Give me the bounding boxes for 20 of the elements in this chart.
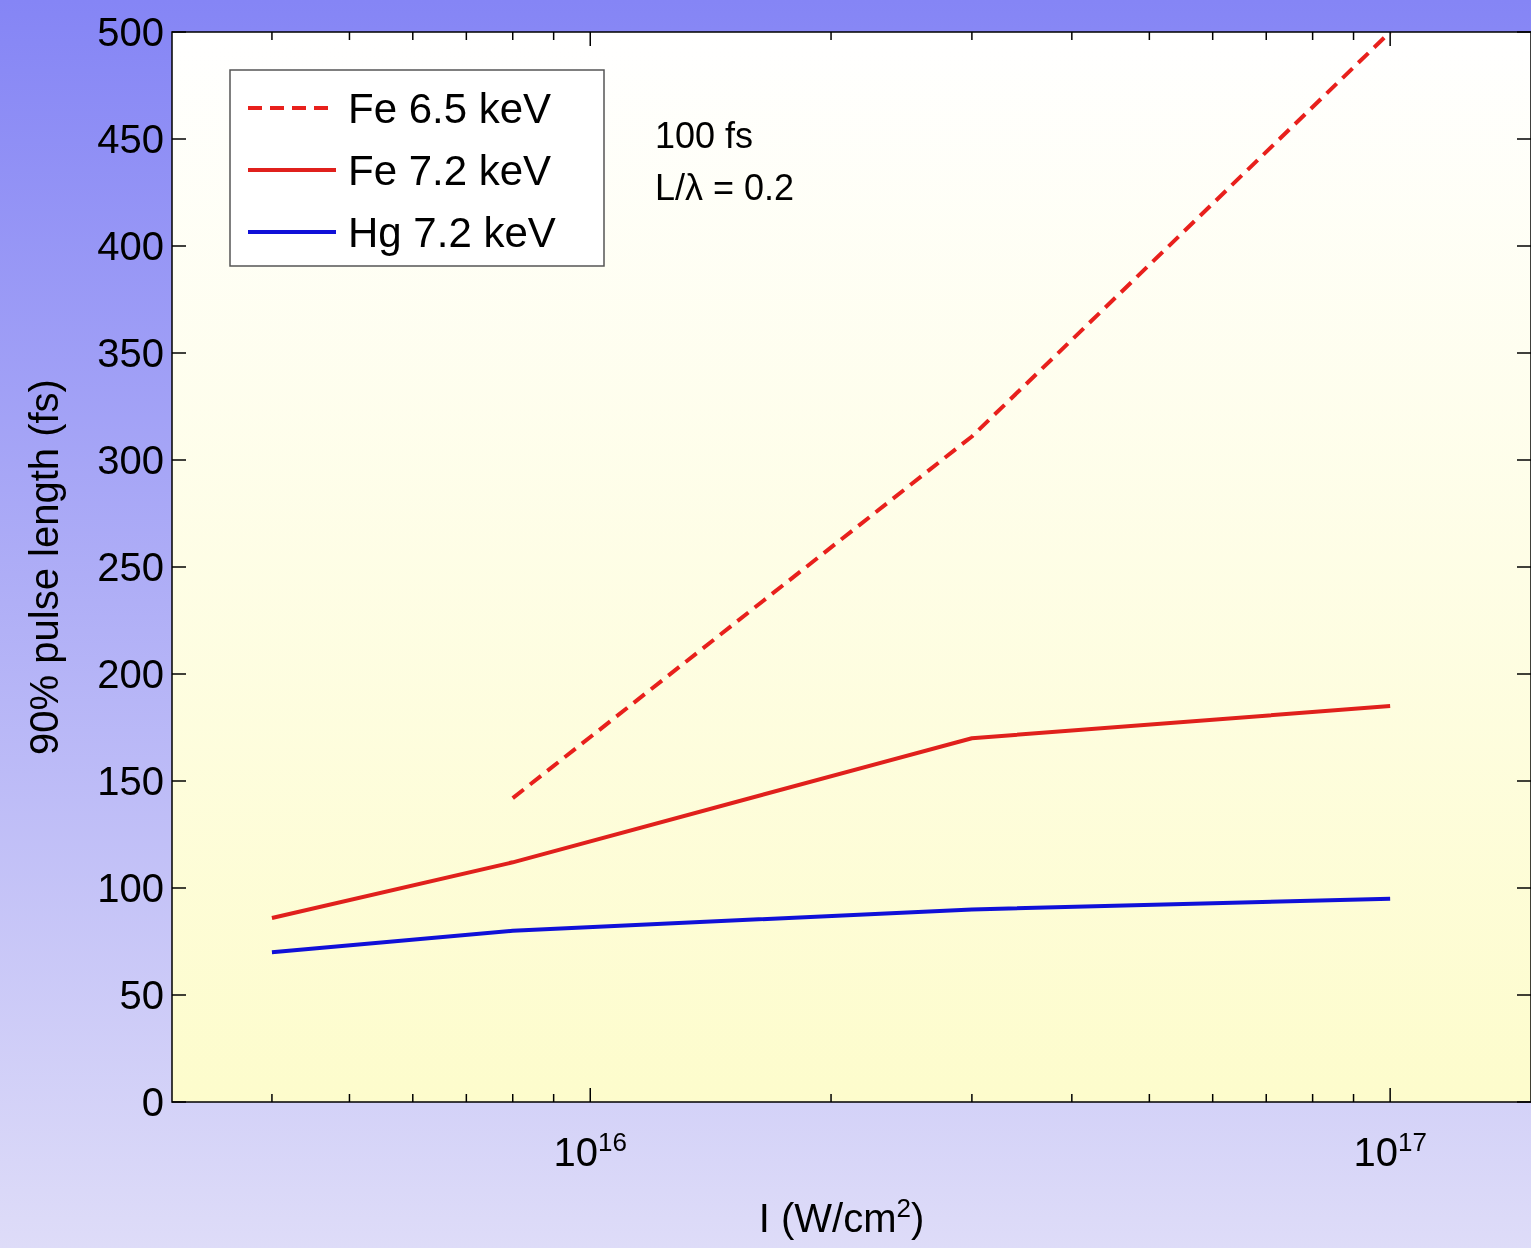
y-tick-label: 500	[97, 10, 164, 54]
legend-label: Hg 7.2 keV	[348, 209, 556, 256]
legend-label: Fe 7.2 keV	[348, 147, 552, 194]
y-tick-label: 300	[97, 438, 164, 482]
x-tick-label: 10$^{17}$	[1353, 1127, 1427, 1174]
x-axis-title: I (W/cm$^{2}$)	[758, 1193, 925, 1240]
y-tick-label: 150	[97, 759, 164, 803]
y-tick-label: 450	[97, 117, 164, 161]
annotation: 100 fs	[655, 115, 754, 156]
legend-label: Fe 6.5 keV	[348, 85, 552, 132]
x-tick-label: 10$^{16}$	[553, 1127, 627, 1174]
y-tick-label: 50	[119, 973, 164, 1017]
y-tick-label: 400	[97, 224, 164, 268]
y-tick-label: 350	[97, 331, 164, 375]
y-tick-label: 0	[141, 1080, 164, 1124]
annotation: L/λ = 0.2	[655, 167, 795, 208]
y-tick-label: 250	[97, 545, 164, 589]
y-axis-title: 90% pulse length (fs)	[22, 379, 66, 755]
y-tick-label: 100	[97, 866, 164, 910]
y-tick-label: 200	[97, 652, 164, 696]
